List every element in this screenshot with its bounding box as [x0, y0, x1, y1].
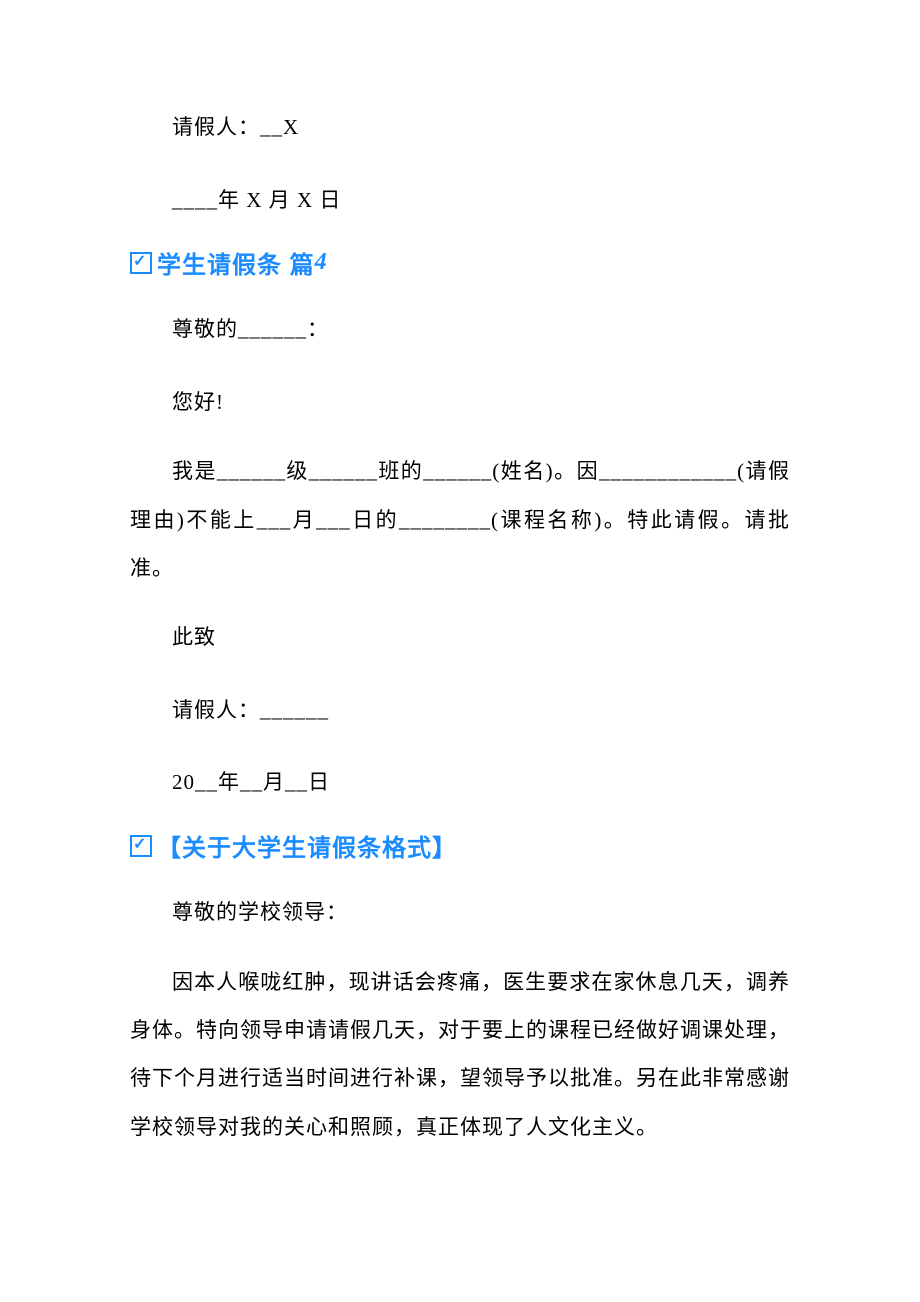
- section2-salutation: 尊敬的学校领导：: [130, 885, 790, 940]
- section2-body: 因本人喉咙红肿，现讲话会疼痛，医生要求在家休息几天，调养身体。特向领导申请请假几…: [130, 958, 790, 1151]
- checkbox-icon: [130, 835, 152, 857]
- heading-university-format: 【关于大学生请假条格式】: [130, 828, 790, 863]
- section-2: 尊敬的学校领导： 因本人喉咙红肿，现讲话会疼痛，医生要求在家休息几天，调养身体。…: [130, 885, 790, 1151]
- heading-section-4: 学生请假条 篇 4: [130, 245, 790, 280]
- heading-number-1: 4: [315, 249, 327, 276]
- section1-body-text: 我是______级______班的______(姓名)。因___________…: [130, 459, 790, 580]
- heading-text-1: 学生请假条 篇: [157, 245, 315, 280]
- section-1: 尊敬的______： 您好! 我是______级______班的______(姓…: [130, 302, 790, 810]
- intro-section: 请假人：__X ____年 X 月 X 日: [130, 100, 790, 227]
- section1-greeting: 您好!: [130, 375, 790, 430]
- intro-line-1: 请假人：__X: [130, 100, 790, 155]
- intro-line-2: ____年 X 月 X 日: [130, 173, 790, 228]
- section1-closing: 此致: [130, 610, 790, 665]
- heading-text-2: 【关于大学生请假条格式】: [157, 828, 457, 863]
- section1-salutation: 尊敬的______：: [130, 302, 790, 357]
- checkbox-icon: [130, 252, 152, 274]
- section1-date: 20__年__月__日: [130, 755, 790, 810]
- section1-signature: 请假人：______: [130, 683, 790, 738]
- section1-body: 我是______级______班的______(姓名)。因___________…: [130, 447, 790, 592]
